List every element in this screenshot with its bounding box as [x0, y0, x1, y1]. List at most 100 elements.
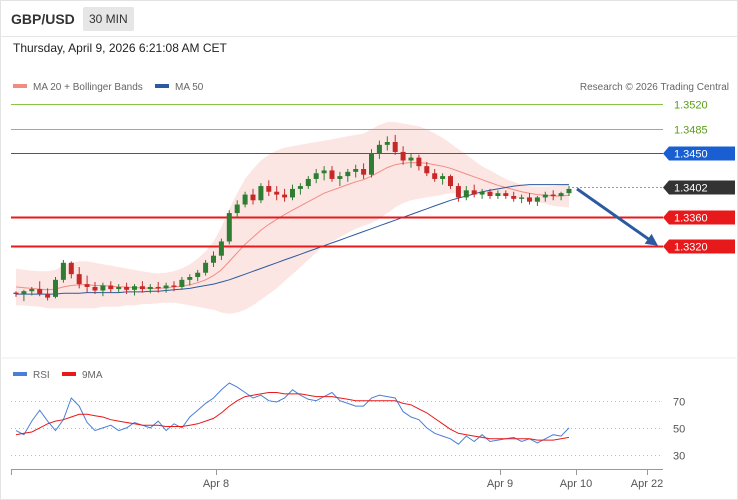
candle-body [116, 286, 122, 290]
candle-body [448, 176, 453, 187]
legend-ma50-label: MA 50 [175, 82, 204, 93]
candle-body [329, 170, 335, 179]
header-divider [0, 36, 738, 37]
x-tick-label: Apr 10 [560, 478, 592, 490]
candle-body [479, 191, 485, 195]
candle-body [100, 285, 106, 291]
candle-body [45, 294, 51, 298]
candle-body [487, 191, 493, 196]
pivot-tag [663, 146, 735, 161]
candle-body [313, 173, 319, 179]
rsi-tick-label: 30 [673, 451, 685, 463]
candle-body [376, 144, 382, 154]
candle-body [550, 194, 556, 196]
rsi-tick-label: 70 [673, 397, 685, 409]
candle-body [124, 286, 130, 290]
candle-body [163, 285, 169, 289]
candle-body [463, 190, 469, 198]
candle-body [337, 176, 343, 179]
candle-body [234, 204, 240, 214]
candle-body [195, 272, 201, 277]
candle-body [519, 197, 525, 199]
candle-body [92, 286, 98, 291]
legend-ma20-label: MA 20 + Bollinger Bands [33, 82, 143, 93]
candle-body [369, 153, 374, 175]
candle-body [171, 285, 177, 287]
legend-rsi-label: RSI [33, 370, 50, 381]
candle-body [558, 193, 564, 196]
current-price-label: 1.3402 [674, 183, 708, 195]
symbol-label: GBP/USD [11, 11, 75, 27]
ma50-line [16, 184, 569, 295]
candle-body [203, 262, 209, 273]
candle-body [282, 194, 288, 198]
candle-body [345, 171, 351, 177]
candle-body [400, 151, 406, 161]
candle-body [511, 196, 517, 199]
candle-body [250, 194, 256, 201]
candle-body [495, 193, 501, 196]
candle-body [290, 188, 295, 198]
candle-body [13, 292, 19, 295]
candle-body [139, 286, 145, 290]
candle-body [416, 157, 422, 167]
candle-body [108, 285, 114, 290]
candle-body [53, 279, 58, 297]
chart-header: GBP/USD 30 MIN [0, 0, 738, 36]
legend-ma50-swatch [155, 84, 169, 88]
rsi-line [15, 382, 570, 445]
candle-body [321, 170, 327, 174]
candle-body [211, 255, 216, 263]
legend-ma20-swatch [13, 84, 27, 88]
forecast-arrow-head [644, 233, 658, 246]
candle-body [297, 186, 303, 189]
candle-body [187, 277, 193, 280]
candle-body [527, 197, 532, 202]
candle-body [266, 186, 272, 192]
current-price-tag [663, 180, 735, 195]
forecast-arrow-shaft [576, 187, 652, 242]
support-label: 1.3320 [674, 242, 708, 254]
candle-body [542, 194, 548, 198]
candle-body [471, 190, 477, 195]
x-tick-label: Apr 22 [631, 478, 663, 490]
candle-body [408, 157, 414, 161]
candle-body [37, 289, 43, 295]
ma20-line [15, 162, 570, 291]
legend-rsi-swatch [13, 372, 27, 376]
candle-body [76, 274, 82, 285]
legend-9ma-swatch [62, 372, 76, 376]
candle-body [242, 194, 248, 205]
candle-body [226, 213, 232, 242]
candle-body [440, 176, 446, 179]
candle-body [384, 142, 390, 145]
candle-body [432, 173, 438, 179]
candle-body [424, 166, 430, 174]
candle-body [84, 284, 90, 287]
timeframe-button[interactable]: 30 MIN [83, 7, 134, 31]
candle-body [60, 262, 66, 280]
candle-body [534, 197, 540, 202]
support-tag [663, 239, 735, 254]
candle-body [503, 193, 509, 196]
candle-body [455, 186, 461, 198]
candle-body [392, 142, 398, 152]
candle-body [155, 286, 161, 289]
resistance-label: 1.3485 [674, 125, 708, 137]
candle-body [566, 188, 572, 194]
candle-body [218, 241, 224, 256]
candle-body [68, 262, 74, 275]
candle-body [21, 291, 27, 295]
x-tick-label: Apr 8 [203, 478, 229, 490]
candle-body [179, 279, 185, 287]
candle-body [29, 289, 35, 292]
resistance-label: 1.3520 [674, 100, 708, 112]
credit-label: Research © 2026 Trading Central [580, 82, 729, 93]
candle-body [305, 178, 311, 187]
candle-body [132, 286, 137, 290]
support-tag [663, 210, 735, 225]
candle-body [258, 186, 264, 201]
candle-body [274, 191, 280, 195]
support-label: 1.3360 [674, 213, 708, 225]
